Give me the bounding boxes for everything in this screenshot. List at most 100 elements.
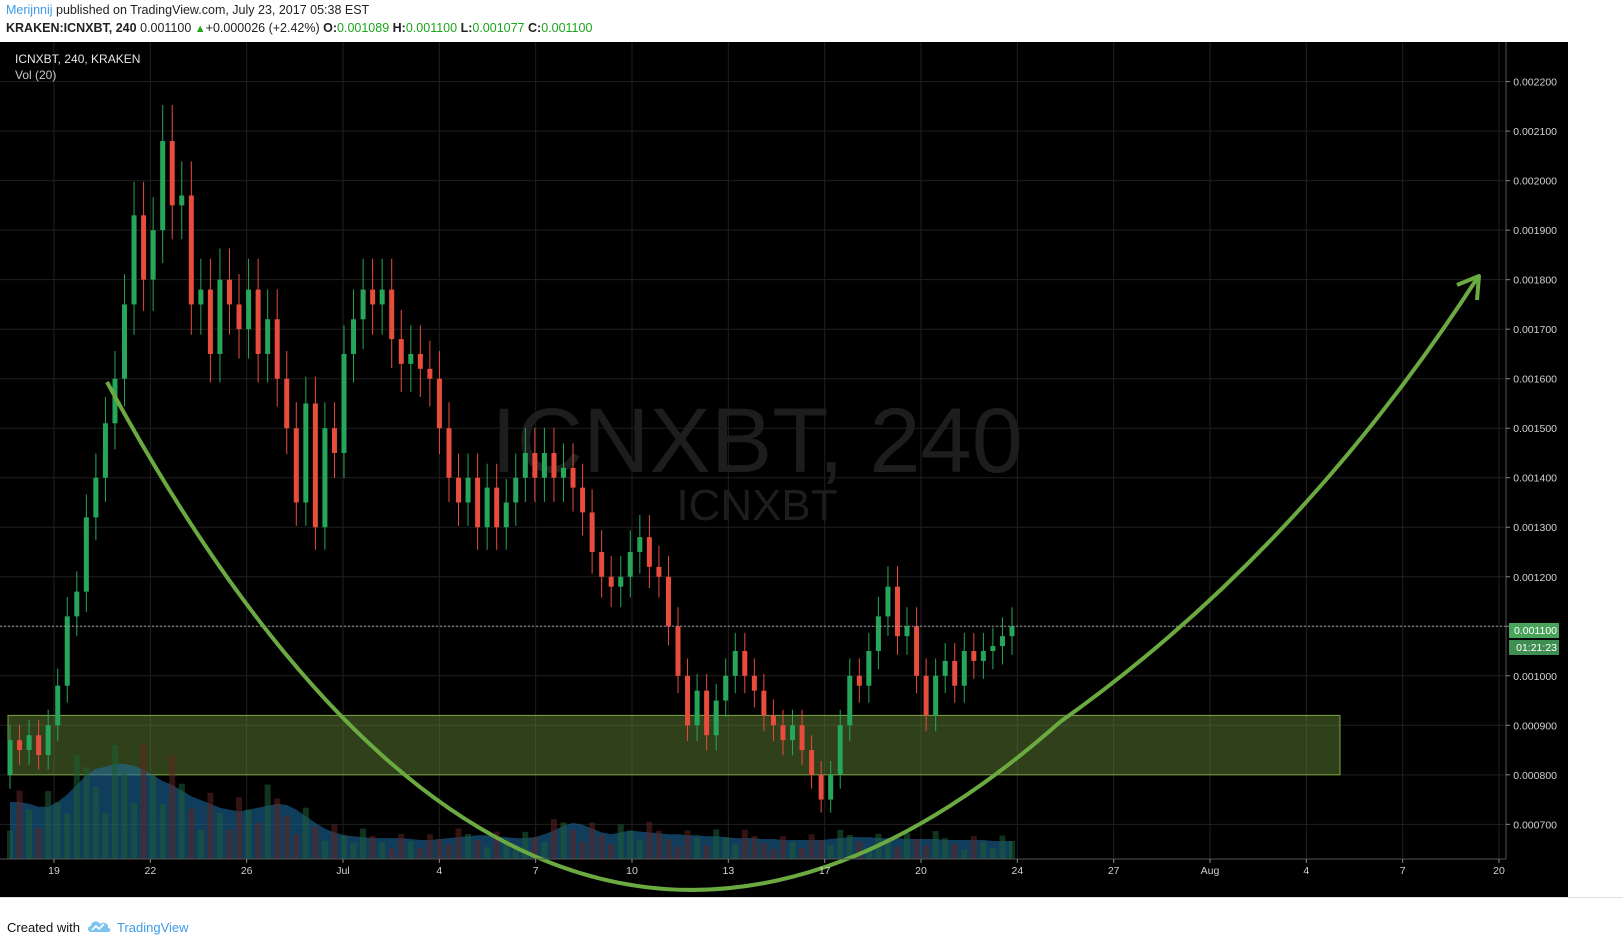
candle xyxy=(446,402,452,502)
candle-body xyxy=(923,675,929,716)
candle-body xyxy=(761,690,767,716)
candle-body xyxy=(942,660,948,676)
candle xyxy=(923,658,929,732)
candle-body xyxy=(646,537,652,567)
volume-bar xyxy=(884,840,891,859)
candle xyxy=(417,325,423,397)
candle-body xyxy=(856,675,862,686)
candle-body xyxy=(102,423,108,478)
projection-curve[interactable] xyxy=(1058,275,1480,724)
y-tick-label: 0.000900 xyxy=(1513,720,1557,732)
close-label: C: xyxy=(528,21,542,35)
volume-bar xyxy=(455,828,462,859)
volume-bar xyxy=(598,835,605,859)
candle-body xyxy=(875,616,881,652)
volume-bar xyxy=(942,838,949,859)
candle xyxy=(408,325,414,393)
candle-body xyxy=(742,651,748,676)
candle-body xyxy=(122,304,128,379)
candle xyxy=(64,596,70,703)
candle xyxy=(341,325,347,479)
volume-bar xyxy=(579,841,586,859)
candle-body xyxy=(274,319,280,379)
candle-body xyxy=(398,339,404,364)
candle xyxy=(894,566,900,655)
author-link[interactable]: Merijnnij xyxy=(6,3,53,17)
candle-body xyxy=(656,566,662,577)
candle xyxy=(303,376,309,526)
candle-body xyxy=(265,319,271,354)
volume-bar xyxy=(856,841,863,859)
candle xyxy=(1009,607,1015,655)
candle-body xyxy=(179,195,185,206)
volume-bar xyxy=(121,773,128,859)
volume-bar xyxy=(169,755,176,859)
candle-body xyxy=(389,289,395,340)
candle-body xyxy=(207,289,213,354)
tradingview-link[interactable]: TradingView xyxy=(117,920,189,935)
candle xyxy=(370,258,376,335)
candle xyxy=(26,719,32,765)
candle-body xyxy=(551,452,557,478)
volume-bar xyxy=(675,846,681,859)
candle-body xyxy=(446,428,452,478)
volume-bar xyxy=(818,840,825,859)
candle-body xyxy=(894,586,900,637)
volume-bar xyxy=(35,827,42,859)
candle-body xyxy=(303,403,309,503)
candle-body xyxy=(866,651,872,686)
rounding-bottom-curve[interactable] xyxy=(105,381,1062,892)
candle-body xyxy=(809,750,815,775)
chart-area[interactable]: ICNXBT, 240 ICNXBT 19 22 26 Jul 4 7 10 13 17 20 24… xyxy=(0,42,1568,897)
candle xyxy=(618,555,624,608)
y-tick-label: 0.001500 xyxy=(1513,423,1557,435)
candle-body xyxy=(790,725,796,741)
candle-body xyxy=(503,502,509,528)
candle-body xyxy=(141,215,147,280)
candle-body xyxy=(532,452,538,478)
candle xyxy=(570,443,576,512)
volume-bar xyxy=(350,843,357,859)
candle xyxy=(398,309,404,393)
volume-bar xyxy=(312,826,319,859)
candle-body xyxy=(427,368,433,379)
candle-body xyxy=(255,289,261,354)
candle xyxy=(551,427,557,502)
support-zone[interactable] xyxy=(7,714,1341,776)
low-label: L: xyxy=(460,21,473,35)
candle xyxy=(331,402,337,479)
volume-bar xyxy=(970,836,977,859)
candle-body xyxy=(55,685,61,726)
candle-body xyxy=(971,651,977,661)
volume-bar xyxy=(961,849,968,859)
candle xyxy=(742,632,748,694)
candle-body xyxy=(541,452,547,478)
candle-body xyxy=(885,586,891,617)
candle xyxy=(980,632,986,679)
volume-bar xyxy=(92,786,99,859)
candle-body xyxy=(713,700,719,736)
candle xyxy=(856,658,862,703)
candle xyxy=(169,104,175,240)
volume-bar xyxy=(799,847,806,859)
volume-bar xyxy=(150,775,157,859)
candle-body xyxy=(522,452,528,478)
price-chart[interactable]: ICNXBT, 240 ICNXBT 19 22 26 Jul 4 7 10 13 17 20 24… xyxy=(0,42,1568,897)
volume-bar xyxy=(655,830,662,859)
candle-body xyxy=(732,651,738,676)
candle-body xyxy=(990,646,996,652)
candle-body xyxy=(1009,626,1015,637)
candle xyxy=(961,632,967,703)
chart-header: Merijnnij published on TradingView.com, … xyxy=(0,0,1623,42)
volume-bar xyxy=(713,829,720,859)
candle-body xyxy=(198,289,204,305)
volume-bar xyxy=(980,841,987,859)
candle xyxy=(589,489,595,574)
candle-body xyxy=(465,477,471,503)
volume-bar xyxy=(770,849,777,859)
volume-bar xyxy=(360,828,367,859)
publish-line: Merijnnij published on TradingView.com, … xyxy=(6,3,369,17)
candle-body xyxy=(560,467,566,478)
candle xyxy=(952,643,958,703)
volume-bar xyxy=(608,844,615,859)
